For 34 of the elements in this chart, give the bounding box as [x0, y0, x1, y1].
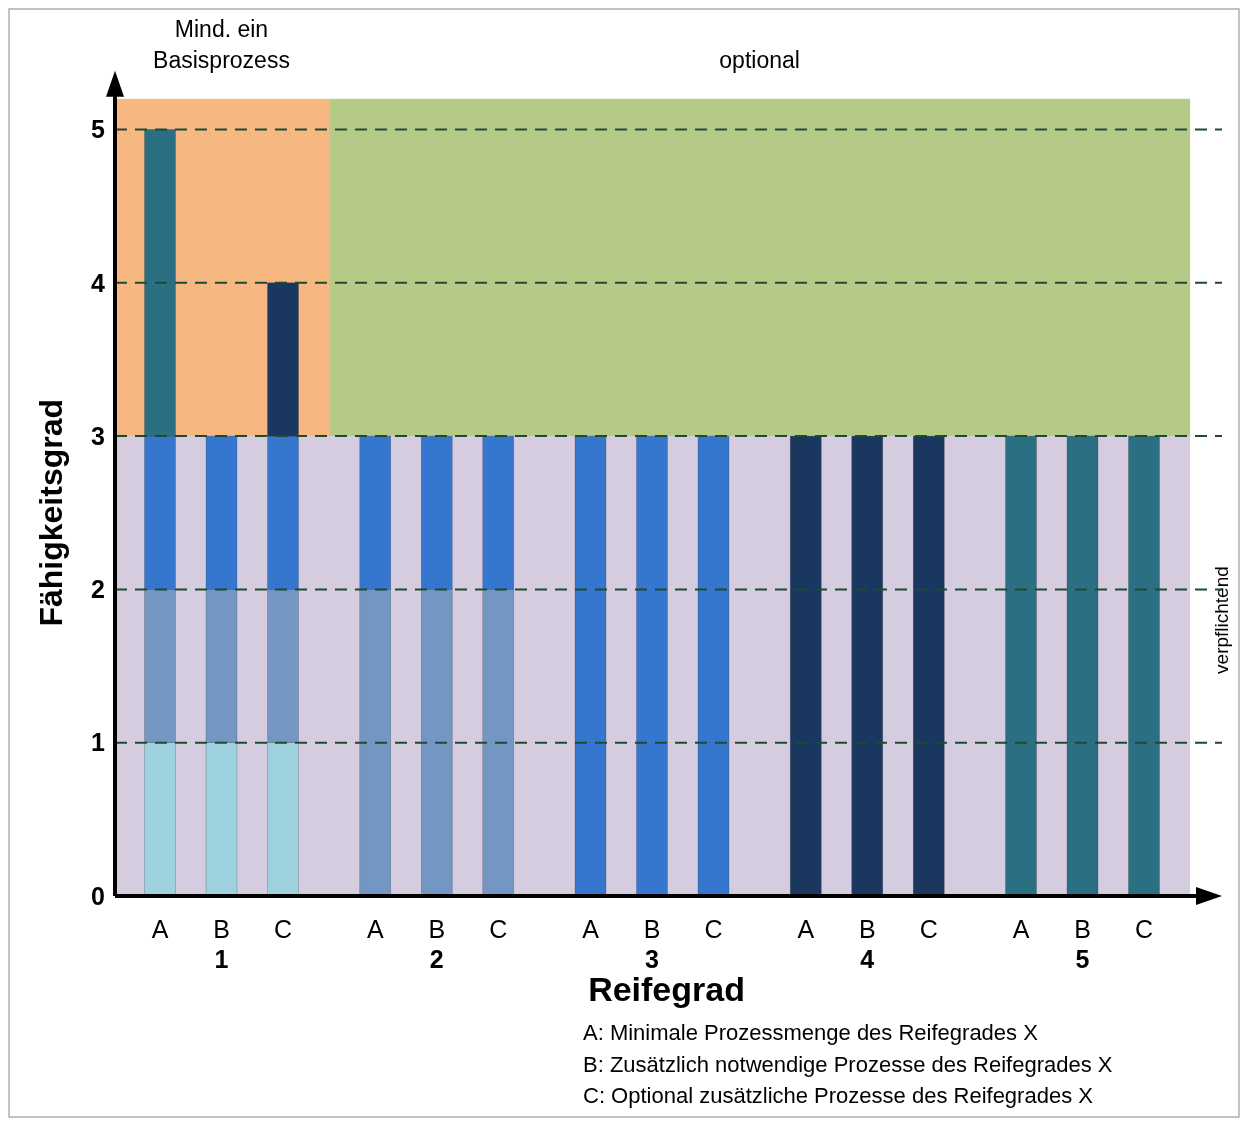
x-tick-label: C — [704, 915, 723, 943]
x-tick-label: B — [428, 915, 446, 943]
x-tick-label: A — [1012, 915, 1030, 943]
y-axis-title: Fähigkeitsgrad — [33, 398, 69, 627]
y-tick-label: 2 — [91, 575, 105, 604]
x-tick-label: C — [919, 915, 938, 943]
x-tick-label: B — [213, 915, 230, 943]
y-tick-label: 0 — [91, 881, 105, 910]
text: Mind. ein Basisprozess — [153, 16, 290, 73]
text: 5 — [1075, 945, 1090, 973]
x-tick-label: C — [273, 915, 293, 943]
y-tick-label: 4 — [91, 268, 106, 297]
x-tick-label: C — [1134, 915, 1154, 943]
x-tick-label: A — [366, 915, 384, 943]
x-axis-title: Reifegrad — [588, 970, 745, 1008]
x-tick-label: B — [643, 915, 661, 943]
text: A: Minimale Prozessmenge des Reifegrades X — [583, 1020, 1039, 1045]
x-tick-label: A — [151, 915, 169, 943]
x-tick-label: B — [858, 915, 876, 943]
text: optional — [719, 47, 800, 73]
x-tick-label: A — [797, 915, 815, 943]
text: B: Zusätzlich notwendige Prozesse des Reifegrades X — [583, 1051, 1113, 1077]
text: 2 — [429, 945, 444, 973]
text: C: Optional zusätzliche Prozesse des Reifegrades X — [583, 1083, 1094, 1108]
x-tick-label: C — [489, 915, 508, 943]
y-tick-label: 3 — [91, 421, 105, 450]
y-tick-label: 1 — [91, 728, 106, 757]
text: 1 — [214, 945, 229, 973]
text: 4 — [860, 945, 875, 973]
x-tick-label: A — [582, 915, 600, 943]
y-tick-label: 5 — [91, 115, 106, 144]
x-tick-label: B — [1074, 915, 1091, 943]
text: 3 — [645, 945, 659, 973]
band-label: verpflichtend — [1211, 566, 1232, 674]
